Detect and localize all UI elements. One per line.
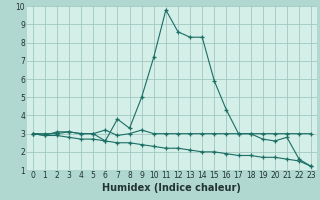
X-axis label: Humidex (Indice chaleur): Humidex (Indice chaleur): [102, 183, 241, 193]
